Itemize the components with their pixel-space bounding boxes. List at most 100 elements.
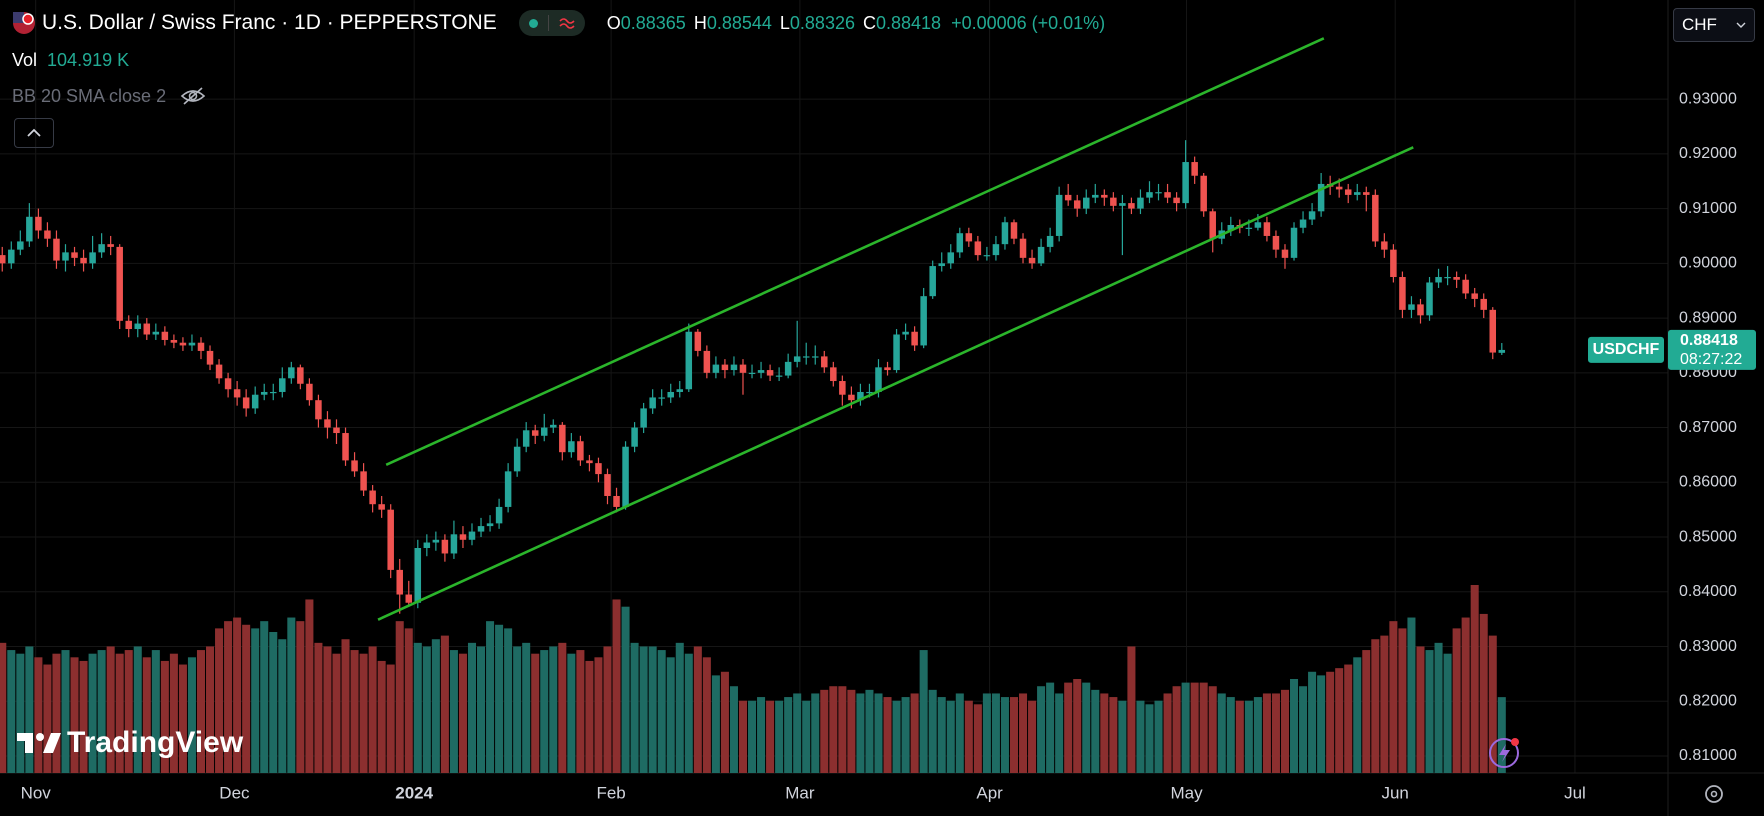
indicator-title[interactable]: BB 20 SMA close 2	[12, 85, 167, 106]
market-status[interactable]	[518, 10, 585, 36]
volume-bar	[422, 646, 431, 773]
candle-body	[8, 249, 15, 264]
countdown: 08:27:22	[1680, 351, 1742, 368]
volume-bar	[178, 664, 187, 773]
candle-body	[1254, 222, 1262, 228]
settings-button[interactable]	[1705, 785, 1723, 803]
volume-bar	[1461, 617, 1470, 773]
volume-bar	[1100, 693, 1109, 773]
volume-bar	[1280, 689, 1290, 773]
candle-body	[441, 539, 449, 554]
candle-body	[929, 266, 936, 297]
candle-body	[694, 331, 702, 351]
candle-body	[1245, 227, 1253, 229]
y-tick-label: 0.87000	[1679, 419, 1737, 436]
candle-body	[233, 389, 241, 398]
volume-bar	[793, 693, 802, 773]
x-tick-label: 2024	[395, 783, 433, 802]
last-price: 0.88418	[1680, 332, 1738, 349]
volume-bar	[802, 700, 811, 773]
change: +0.00006 (+0.01%)	[951, 12, 1106, 33]
candle-body	[35, 216, 42, 231]
header: U.S. Dollar / Swiss Franc · 1D · PEPPERS…	[12, 8, 1105, 38]
volume-bar	[341, 639, 350, 773]
candle-body	[315, 400, 322, 420]
candle-body	[107, 244, 114, 247]
candle-body	[839, 381, 846, 395]
volume-bar	[1208, 686, 1217, 773]
candle-body	[739, 364, 747, 373]
candle-body	[595, 463, 602, 475]
volume-bar	[449, 650, 458, 773]
dropdown-caret	[1736, 22, 1746, 28]
volume-bar	[1217, 693, 1226, 773]
candle-body	[206, 350, 214, 365]
candle-body	[450, 534, 458, 554]
y-tick-label: 0.91000	[1679, 200, 1737, 217]
candle-body	[640, 408, 647, 428]
candle-body	[604, 474, 611, 496]
y-tick-label: 0.85000	[1679, 528, 1737, 545]
candle-body	[197, 342, 205, 351]
volume-bar	[350, 650, 359, 773]
volume-bar	[34, 657, 43, 773]
volume-bar	[973, 704, 982, 773]
candle-body	[62, 252, 69, 261]
volume-bar	[169, 653, 178, 773]
candle-body	[766, 370, 774, 376]
volume-bar	[1199, 682, 1208, 773]
lightning-button[interactable]	[1489, 738, 1519, 768]
volume-bar	[531, 653, 540, 773]
volume-bar	[1172, 686, 1181, 773]
symbol-title[interactable]: U.S. Dollar / Swiss Franc · 1D · PEPPERS…	[42, 11, 497, 34]
volume-bar	[1317, 675, 1326, 773]
candle-body	[1263, 222, 1271, 236]
volume-bar	[1380, 635, 1389, 773]
volume-bar	[982, 693, 991, 773]
candle-body	[342, 433, 349, 461]
volume-bar	[142, 657, 151, 773]
volume-bar	[323, 646, 332, 773]
volume-bar	[431, 639, 440, 773]
volume-bar	[1091, 689, 1100, 773]
volume-bar	[946, 700, 955, 773]
volume-bar	[1009, 697, 1019, 773]
volume-bar	[513, 646, 522, 773]
volume-bar	[910, 693, 919, 773]
volume-bar	[97, 650, 106, 773]
bottom-icons	[1489, 738, 1723, 803]
brand-logo[interactable]: TradingView	[17, 726, 243, 760]
candle-body	[721, 364, 729, 371]
volume-bar	[1118, 700, 1127, 773]
candle-body	[577, 441, 584, 461]
volume-bar	[603, 646, 612, 773]
candle-body	[1299, 219, 1307, 228]
volume-bar	[811, 693, 820, 773]
x-tick-label: Jul	[1564, 783, 1586, 802]
volume-bar	[160, 660, 169, 773]
volume-title[interactable]: Vol	[12, 49, 38, 70]
volume-bar	[702, 657, 711, 773]
currency-select[interactable]: CHF	[1673, 8, 1755, 42]
candle-body	[522, 430, 530, 447]
volume-bar	[467, 642, 477, 773]
candle-body	[947, 252, 955, 264]
candle-body	[1426, 282, 1433, 316]
volume-bar	[359, 653, 368, 773]
volume-bar	[829, 686, 838, 773]
ohlc-value: 0.88365	[620, 12, 686, 33]
candle-body	[1119, 203, 1126, 206]
volume-bar	[540, 650, 549, 773]
candle-body	[748, 372, 756, 375]
ohlc-label: O	[606, 12, 621, 33]
volume-bar	[1344, 664, 1353, 773]
volume-bar	[901, 697, 910, 773]
volume-bar	[522, 642, 531, 773]
volume-bar	[1443, 653, 1452, 773]
collapse-button[interactable]	[14, 118, 54, 148]
volume-bar	[124, 650, 133, 773]
candle-body	[459, 534, 467, 540]
candle-body	[251, 394, 259, 409]
hidden-eye-icon[interactable]	[180, 86, 206, 106]
